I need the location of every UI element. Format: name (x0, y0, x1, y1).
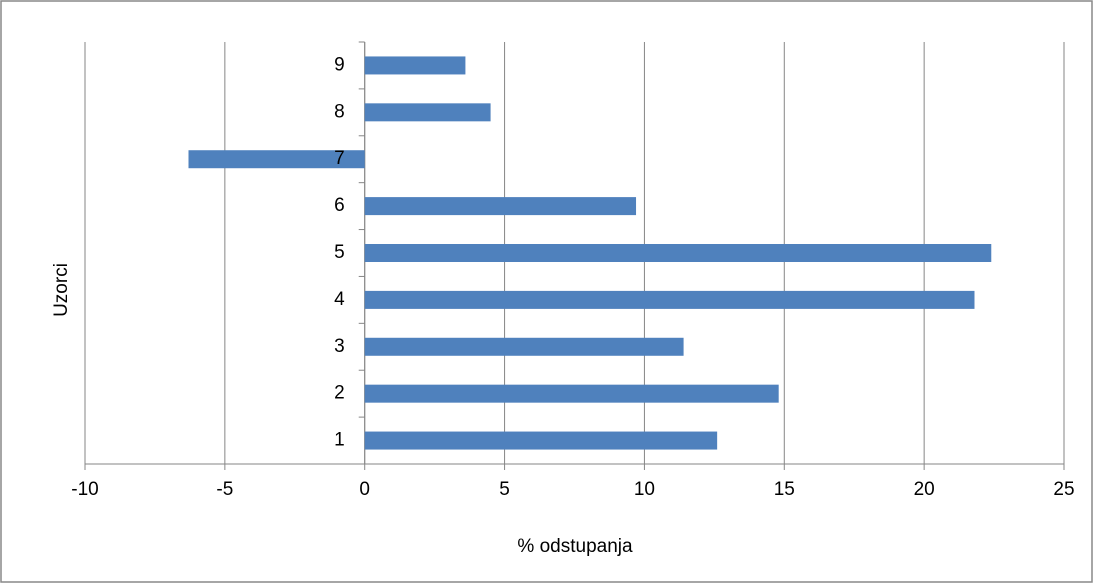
x-tick-label: 10 (634, 479, 655, 500)
bar (364, 56, 466, 75)
y-tick-label: 3 (334, 336, 345, 357)
x-tick-label: 15 (774, 479, 795, 500)
bar (364, 431, 718, 450)
x-axis-label: % odstupanja (517, 536, 633, 557)
bar (364, 384, 779, 403)
x-tick-label: 20 (914, 479, 935, 500)
y-tick-label: 1 (334, 430, 345, 451)
y-axis-label: Uzorci (51, 263, 72, 317)
y-tick-label: 5 (334, 242, 345, 263)
bar (364, 290, 975, 309)
x-tick-label: 0 (359, 479, 370, 500)
y-tick-label: 6 (334, 195, 345, 216)
bar (364, 244, 992, 262)
x-tick-label: -10 (71, 479, 98, 500)
y-tick-label: 4 (334, 289, 345, 310)
x-tick-label: 25 (1053, 479, 1074, 500)
y-tick-label: 9 (334, 54, 345, 75)
bar (188, 150, 365, 169)
x-tick-label: 5 (499, 479, 510, 500)
x-tick-label: -5 (216, 479, 233, 500)
y-tick-label: 2 (334, 383, 345, 404)
bar (364, 197, 637, 216)
y-tick-label: 8 (334, 101, 345, 122)
y-tick-label: 7 (334, 148, 345, 169)
bar (364, 103, 491, 122)
bar (364, 337, 684, 356)
